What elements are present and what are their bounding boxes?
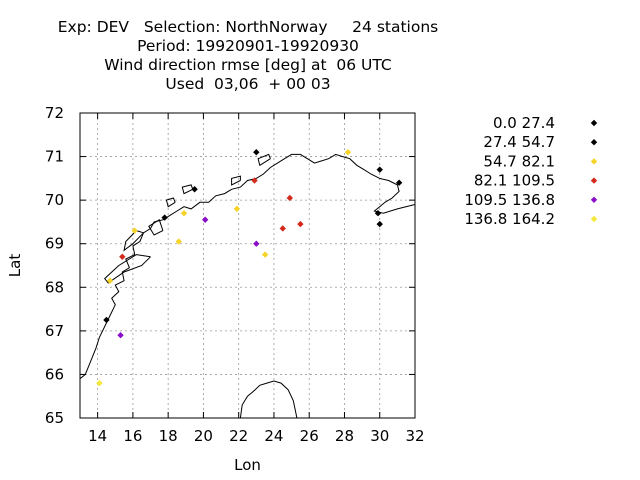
station-point-0 [253,149,260,156]
station-point-14 [106,277,114,284]
station-point-8 [344,149,352,156]
y-tick-label-5: 70 [45,191,64,209]
station-point-22 [117,332,124,339]
station-points [96,149,403,387]
island-5 [231,175,241,186]
station-point-5 [395,179,403,186]
station-point-7 [376,220,383,228]
x-axis-label: Lon [234,456,261,474]
station-point-15 [251,177,258,184]
legend-marker-0 [590,119,598,127]
x-tick-label-9: 32 [405,427,424,445]
chart-title-line-2: Period: 19920901-19920930 [137,37,359,55]
y-axis-label: Lat [6,254,24,278]
station-point-19 [119,253,126,260]
island-3 [165,197,176,208]
island-4 [181,184,194,195]
chart-title-line-3: Wind direction rmse [deg] at 06 UTC [104,56,392,74]
legend-label-5: 136.8 164.2 [464,210,555,228]
island-2 [148,219,164,236]
x-tick-label-2: 18 [159,427,178,445]
island-6 [257,153,271,167]
station-point-3 [103,316,110,324]
x-tick-label-3: 20 [194,427,213,445]
legend-label-0: 0.0 27.4 [493,114,555,132]
legend-marker-3 [590,177,598,184]
grid [80,112,416,419]
legend-marker-5 [590,215,598,223]
x-tick-label-6: 26 [300,427,319,445]
coastline-1 [239,380,298,418]
station-point-12 [233,205,241,213]
y-tick-label-4: 69 [45,235,64,253]
legend-marker-2 [590,158,598,165]
station-point-17 [279,225,286,232]
coastline-0 [80,153,415,380]
legend-marker-1 [590,139,598,146]
station-point-13 [261,251,269,258]
y-tick-label-1: 66 [45,365,64,383]
station-point-20 [201,216,209,223]
coastline-map [80,153,415,418]
y-tick-label-6: 71 [45,148,64,166]
island-0 [104,254,151,284]
y-tick-label-7: 72 [45,104,64,122]
x-tick-label-5: 24 [264,427,283,445]
plot-frame [79,112,416,419]
chart-title-line-4: Used 03,06 + 00 03 [165,75,331,93]
station-point-10 [175,238,182,245]
y-tick-label-3: 68 [45,278,64,296]
island-1 [123,230,144,252]
legend-label-2: 54.7 82.1 [483,152,555,170]
legend-label-1: 27.4 54.7 [483,133,555,151]
station-point-23 [96,379,103,387]
station-point-9 [131,227,138,234]
legend-label-3: 82.1 109.5 [474,172,555,190]
x-tick-label-7: 28 [335,427,354,445]
chart-title-line-1: Exp: DEV Selection: NorthNorway 24 stati… [57,18,439,36]
legend: 0.0 27.427.4 54.754.7 82.1 82.1 109.5109.… [464,114,598,228]
station-point-6 [374,210,382,217]
x-tick-label-0: 14 [88,427,107,445]
x-tick-label-4: 22 [229,427,248,445]
x-tick-label-8: 30 [370,427,389,445]
station-point-16 [286,194,294,202]
station-point-4 [376,166,383,173]
station-point-2 [161,214,168,221]
legend-label-4: 109.5 136.8 [464,191,555,209]
y-tick-label-0: 65 [45,409,64,427]
legend-marker-4 [590,196,598,203]
x-tick-label-1: 16 [123,427,142,445]
station-point-1 [191,186,198,193]
axis-ticks: 14 16 18 20 22 24 26 28 30 32 65 66 67 68 69 70 71 72 [45,104,425,445]
y-tick-label-2: 67 [45,322,64,340]
station-point-18 [297,220,304,228]
station-point-21 [253,240,260,247]
station-point-11 [180,210,188,217]
